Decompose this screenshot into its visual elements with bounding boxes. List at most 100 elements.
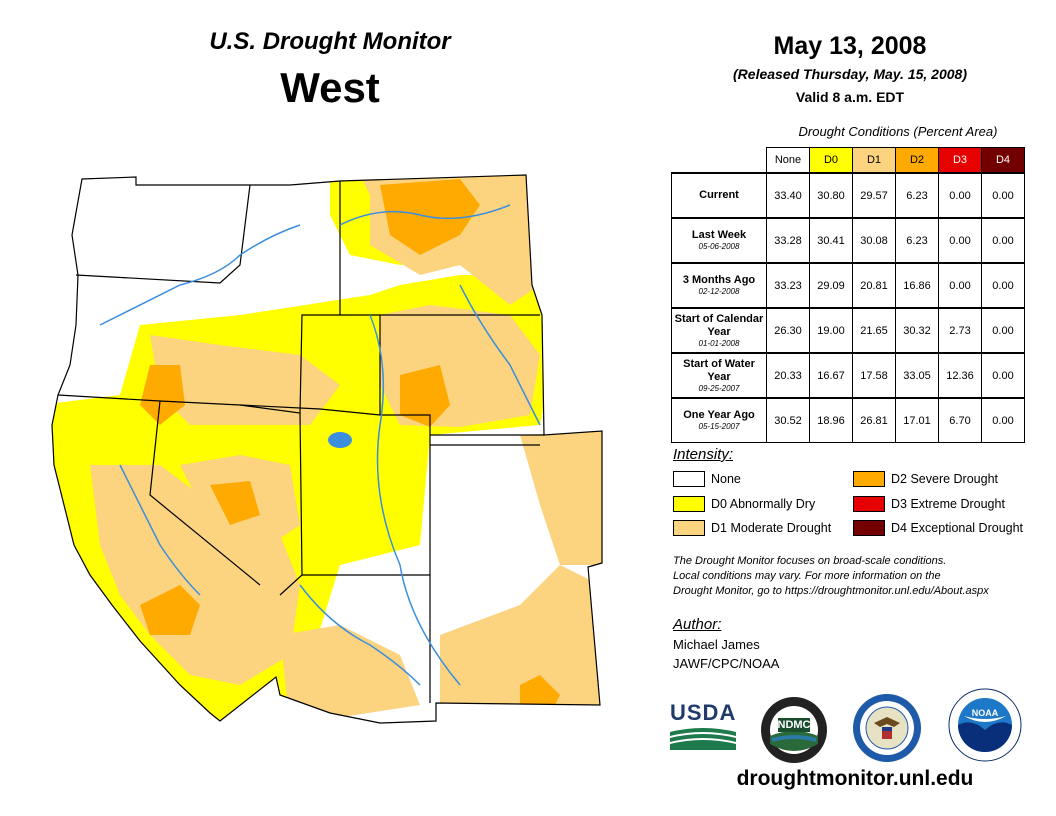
table-row: Current 33.40 30.80 29.57 6.23 0.00 0.00 — [671, 172, 1025, 219]
table-cell: 0.00 — [981, 217, 1025, 264]
table-cell: 30.80 — [809, 172, 853, 219]
note-line: Local conditions may vary. For more info… — [673, 570, 941, 582]
table-cell: 16.67 — [809, 352, 853, 399]
table-cell: 6.23 — [895, 217, 939, 264]
d1-zone — [280, 625, 420, 723]
table-cell: 33.28 — [766, 217, 810, 264]
d1-zone — [520, 431, 602, 565]
table-cell: 2.73 — [938, 307, 982, 354]
table-cell: 12.36 — [938, 352, 982, 399]
legend-swatch — [673, 496, 705, 512]
map-title: U.S. Drought Monitor — [209, 28, 451, 55]
table-cell: 6.70 — [938, 397, 982, 443]
note-line: Drought Monitor, go to https://droughtmo… — [673, 585, 989, 597]
col-d4: D4 — [981, 147, 1025, 174]
d2-zone — [140, 365, 185, 425]
table-cell: 0.00 — [981, 262, 1025, 309]
legend-label: D3 Extreme Drought — [891, 497, 1005, 511]
ndmc-seal-icon — [761, 697, 827, 763]
author-name: Michael James — [673, 637, 760, 652]
table-cell: 20.81 — [852, 262, 896, 309]
legend-label: D1 Moderate Drought — [711, 521, 832, 535]
ndmc-logo: NDMC — [760, 696, 828, 764]
table-cell: 30.41 — [809, 217, 853, 264]
table-cell: 0.00 — [981, 352, 1025, 399]
table-cell: 26.30 — [766, 307, 810, 354]
release-date: (Released Thursday, May. 15, 2008) — [733, 66, 967, 82]
row-label: Start of Water Year 09-25-2007 — [671, 352, 767, 399]
legend-swatch — [673, 520, 705, 536]
table-cell: 29.57 — [852, 172, 896, 219]
table-cell: 33.40 — [766, 172, 810, 219]
table-cell: 0.00 — [938, 172, 982, 219]
rivers — [99, 204, 541, 686]
great-salt-lake — [328, 432, 352, 448]
row-label-text: Last Week — [691, 229, 747, 241]
col-none: None — [766, 147, 810, 174]
row-label-text: One Year Ago — [683, 409, 755, 421]
legend-swatch — [673, 471, 705, 487]
col-d2: D2 — [895, 147, 939, 174]
ndmc-logo-text: NDMC — [777, 719, 811, 731]
noaa-logo-text: NOAA — [971, 708, 999, 718]
disclaimer-note: The Drought Monitor focuses on broad-sca… — [673, 554, 1043, 599]
table-cell: 33.23 — [766, 262, 810, 309]
table-cell: 26.81 — [852, 397, 896, 443]
legend-item: None — [673, 471, 741, 487]
drought-map — [51, 174, 603, 724]
row-label: Last Week 05-06-2008 — [671, 217, 767, 264]
row-label-text: Start of Water Year — [683, 357, 755, 383]
note-line: The Drought Monitor focuses on broad-sca… — [673, 555, 947, 567]
legend-item: D4 Exceptional Drought — [853, 520, 1023, 536]
table-header-row: None D0 D1 D2 D3 D4 — [671, 147, 1025, 174]
state-borders — [51, 174, 603, 724]
valid-time: Valid 8 a.m. EDT — [795, 89, 905, 105]
noaa-gull-icon — [948, 688, 1022, 762]
legend-item: D2 Severe Drought — [853, 471, 998, 487]
table-cell: 0.00 — [938, 217, 982, 264]
row-label: Current — [671, 172, 767, 219]
table-row: 3 Months Ago 02-12-2008 33.23 29.09 20.81 16.… — [671, 262, 1025, 309]
d1-zone — [440, 565, 600, 705]
usda-logo-text: USDA — [670, 700, 737, 725]
table-row: Start of Water Year 09-25-2007 20.33 16.67 1… — [671, 352, 1025, 399]
website-url[interactable]: droughtmonitor.unl.edu — [736, 767, 974, 790]
table-row: Start of Calendar Year 01-01-2008 26.30 19.… — [671, 307, 1025, 354]
legend-swatch — [853, 520, 885, 536]
row-label-text: Start of Calendar Year — [674, 312, 764, 338]
col-d3: D3 — [938, 147, 982, 174]
noaa-logo: NOAA — [948, 688, 1022, 762]
region-title: West — [280, 64, 380, 111]
table-cell: 30.32 — [895, 307, 939, 354]
usda-hills-icon — [670, 726, 736, 750]
table-cell: 0.00 — [981, 397, 1025, 443]
row-label-date: 09-25-2007 — [698, 383, 740, 393]
table-cell: 30.08 — [852, 217, 896, 264]
table-cell: 0.00 — [938, 262, 982, 309]
usda-logo: USDA — [670, 700, 740, 750]
legend-label: None — [711, 472, 741, 486]
table-cell: 0.00 — [981, 172, 1025, 219]
row-label: Start of Calendar Year 01-01-2008 — [671, 307, 767, 354]
row-label-text: Current — [699, 189, 739, 201]
row-label-date: 05-06-2008 — [698, 242, 740, 251]
row-label: One Year Ago 05-15-2007 — [671, 397, 767, 443]
legend-swatch — [853, 496, 885, 512]
table-cell: 17.58 — [852, 352, 896, 399]
row-label-date: 02-12-2008 — [698, 287, 740, 296]
legend-label: D2 Severe Drought — [891, 472, 999, 486]
d2-zone — [400, 365, 450, 427]
d2-zone — [210, 481, 260, 525]
legend-label: D0 Abnormally Dry — [711, 497, 816, 511]
noaa-climate-logo — [852, 693, 922, 763]
table-cell: 21.65 — [852, 307, 896, 354]
table-row: One Year Ago 05-15-2007 30.52 18.96 26.81 17.… — [671, 397, 1025, 443]
table-cell: 30.52 — [766, 397, 810, 443]
table-cell: 16.86 — [895, 262, 939, 309]
table-cell: 17.01 — [895, 397, 939, 443]
table-caption: Drought Conditions (Percent Area) — [798, 124, 998, 139]
table-cell: 33.05 — [895, 352, 939, 399]
legend-item: D0 Abnormally Dry — [673, 496, 815, 512]
col-d0: D0 — [809, 147, 853, 174]
author-heading: Author: — [673, 616, 722, 633]
